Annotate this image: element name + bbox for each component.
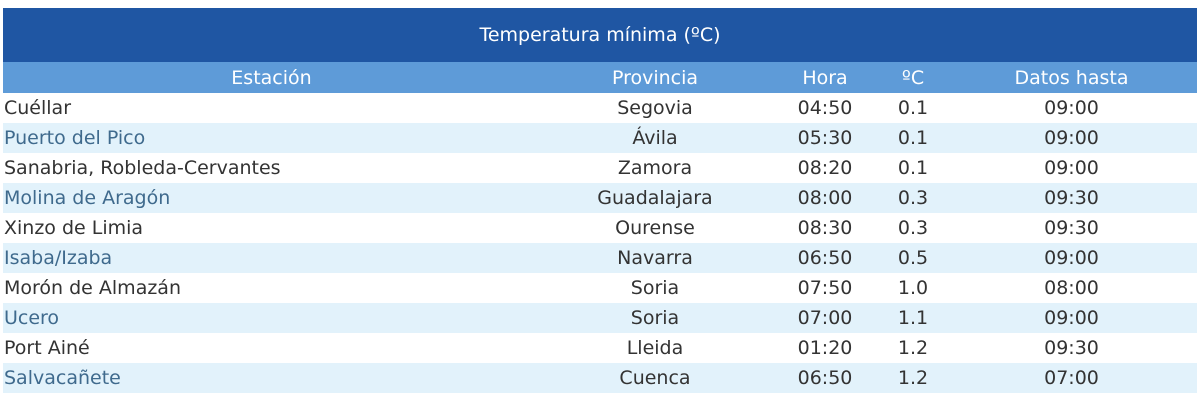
station-cell: Ucero — [3, 303, 540, 333]
header-provincia: Provincia — [540, 62, 770, 93]
station-cell: Morón de Almazán — [3, 273, 540, 303]
time-cell: 08:30 — [770, 213, 880, 243]
temp-cell: 1.0 — [880, 273, 946, 303]
temp-cell: 1.1 — [880, 303, 946, 333]
table-title: Temperatura mínima (ºC) — [3, 8, 1197, 62]
table-row: Xinzo de Limia Ourense 08:30 0.3 09:30 — [3, 213, 1197, 243]
temp-cell: 1.2 — [880, 363, 946, 393]
time-cell: 07:50 — [770, 273, 880, 303]
station-cell: Xinzo de Limia — [3, 213, 540, 243]
data-until-cell: 09:00 — [946, 93, 1197, 123]
time-cell: 05:30 — [770, 123, 880, 153]
province-cell: Ávila — [540, 123, 770, 153]
time-cell: 04:50 — [770, 93, 880, 123]
time-cell: 07:00 — [770, 303, 880, 333]
table-row: Puerto del Pico Ávila 05:30 0.1 09:00 — [3, 123, 1197, 153]
temp-cell: 0.1 — [880, 93, 946, 123]
data-until-cell: 09:00 — [946, 303, 1197, 333]
data-until-cell: 09:30 — [946, 213, 1197, 243]
time-cell: 06:50 — [770, 363, 880, 393]
temp-cell: 0.3 — [880, 213, 946, 243]
temp-cell: 1.2 — [880, 333, 946, 363]
table-row: Molina de Aragón Guadalajara 08:00 0.3 09:30 — [3, 183, 1197, 213]
data-until-cell: 08:00 — [946, 273, 1197, 303]
province-cell: Segovia — [540, 93, 770, 123]
province-cell: Guadalajara — [540, 183, 770, 213]
time-cell: 08:00 — [770, 183, 880, 213]
table-row: Port Ainé Lleida 01:20 1.2 09:30 — [3, 333, 1197, 363]
table-row: Salvacañete Cuenca 06:50 1.2 07:00 — [3, 363, 1197, 393]
station-cell: Molina de Aragón — [3, 183, 540, 213]
header-estacion: Estación — [3, 62, 540, 93]
province-cell: Cuenca — [540, 363, 770, 393]
table-row: Sanabria, Robleda-Cervantes Zamora 08:20 0.… — [3, 153, 1197, 183]
station-cell: Salvacañete — [3, 363, 540, 393]
time-cell: 08:20 — [770, 153, 880, 183]
data-until-cell: 09:30 — [946, 333, 1197, 363]
header-datos-hasta: Datos hasta — [946, 62, 1197, 93]
temp-cell: 0.3 — [880, 183, 946, 213]
province-cell: Navarra — [540, 243, 770, 273]
station-cell: Cuéllar — [3, 93, 540, 123]
temp-cell: 0.5 — [880, 243, 946, 273]
header-hora: Hora — [770, 62, 880, 93]
min-temperature-table: Estación Provincia Hora ºC Datos hasta C… — [3, 62, 1197, 393]
province-cell: Soria — [540, 303, 770, 333]
data-until-cell: 09:30 — [946, 183, 1197, 213]
temp-cell: 0.1 — [880, 153, 946, 183]
province-cell: Zamora — [540, 153, 770, 183]
station-cell: Puerto del Pico — [3, 123, 540, 153]
station-cell: Port Ainé — [3, 333, 540, 363]
station-cell: Sanabria, Robleda-Cervantes — [3, 153, 540, 183]
temp-cell: 0.1 — [880, 123, 946, 153]
table-row: Ucero Soria 07:00 1.1 09:00 — [3, 303, 1197, 333]
table-row: Cuéllar Segovia 04:50 0.1 09:00 — [3, 93, 1197, 123]
time-cell: 06:50 — [770, 243, 880, 273]
table-row: Morón de Almazán Soria 07:50 1.0 08:00 — [3, 273, 1197, 303]
temperature-table-widget: Temperatura mínima (ºC) Estación Provinc… — [3, 8, 1197, 393]
data-until-cell: 09:00 — [946, 123, 1197, 153]
header-row: Estación Provincia Hora ºC Datos hasta — [3, 62, 1197, 93]
province-cell: Soria — [540, 273, 770, 303]
time-cell: 01:20 — [770, 333, 880, 363]
province-cell: Ourense — [540, 213, 770, 243]
data-until-cell: 07:00 — [946, 363, 1197, 393]
data-until-cell: 09:00 — [946, 243, 1197, 273]
station-cell: Isaba/Izaba — [3, 243, 540, 273]
province-cell: Lleida — [540, 333, 770, 363]
data-until-cell: 09:00 — [946, 153, 1197, 183]
header-grados: ºC — [880, 62, 946, 93]
table-row: Isaba/Izaba Navarra 06:50 0.5 09:00 — [3, 243, 1197, 273]
